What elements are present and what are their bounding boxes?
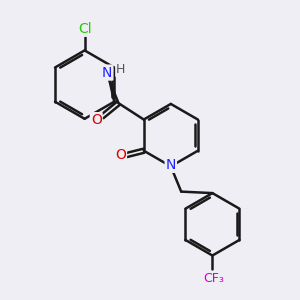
Text: H: H <box>116 63 126 76</box>
Text: N: N <box>166 158 176 172</box>
Text: CF₃: CF₃ <box>203 272 224 285</box>
Text: N: N <box>102 66 112 80</box>
Text: O: O <box>115 148 126 162</box>
Text: O: O <box>91 113 102 127</box>
Text: Cl: Cl <box>78 22 92 36</box>
